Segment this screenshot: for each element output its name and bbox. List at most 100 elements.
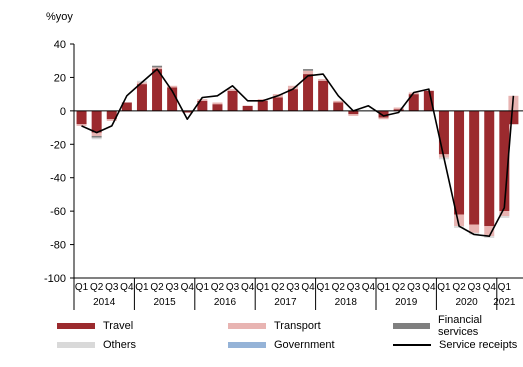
bar-transport bbox=[106, 119, 117, 121]
bar-travel bbox=[91, 110, 102, 133]
bar-travel bbox=[106, 110, 117, 120]
bar-travel bbox=[197, 100, 208, 111]
x-quarter-label: Q4 bbox=[422, 282, 436, 293]
bars bbox=[76, 65, 519, 238]
y-axis-label: %yoy bbox=[46, 11, 73, 23]
legend-item-financial-services: Financial services bbox=[393, 314, 523, 338]
bar-others bbox=[499, 216, 510, 218]
y-tick-label: -100 bbox=[44, 273, 66, 285]
bar-travel bbox=[438, 110, 449, 155]
bar-transport bbox=[91, 132, 102, 136]
y-tick-label: -60 bbox=[50, 206, 66, 218]
legend-swatch-financial-services bbox=[393, 323, 430, 329]
y-tick-labels: 40 20 0 -20 -40 -60 -80 -100 bbox=[44, 39, 66, 285]
x-quarter-label: Q1 bbox=[316, 282, 330, 293]
bar-transport bbox=[393, 107, 404, 110]
x-quarter-label: Q1 bbox=[377, 282, 391, 293]
y-tick-label: -20 bbox=[50, 139, 66, 151]
x-quarter-label: Q1 bbox=[498, 282, 512, 293]
x-year-label: 2017 bbox=[274, 297, 297, 308]
x-quarter-label: Q2 bbox=[392, 282, 406, 293]
legend-swatch-others bbox=[57, 342, 95, 348]
x-quarter-label: Q1 bbox=[437, 282, 451, 293]
x-quarter-label: Q1 bbox=[196, 282, 210, 293]
bar-transport bbox=[152, 67, 163, 70]
legend-label-government: Government bbox=[274, 339, 335, 351]
bar-travel bbox=[333, 102, 344, 111]
x-quarter-label: Q4 bbox=[241, 282, 255, 293]
bar-transport bbox=[212, 102, 223, 105]
legend: Travel Transport Financial services Othe… bbox=[0, 314, 523, 360]
bar-travel bbox=[508, 110, 519, 125]
bar-transport bbox=[454, 214, 465, 227]
bar-travel bbox=[408, 94, 419, 111]
bar-financial-services bbox=[152, 65, 163, 68]
bar-travel bbox=[212, 104, 223, 111]
x-quarter-label: Q3 bbox=[407, 282, 421, 293]
bar-travel bbox=[152, 69, 163, 111]
legend-swatch-service-receipts bbox=[393, 344, 431, 346]
x-quarter-label: Q2 bbox=[211, 282, 225, 293]
bar-travel bbox=[257, 100, 268, 111]
x-year-label: 2015 bbox=[153, 297, 176, 308]
x-quarter-label: Q2 bbox=[271, 282, 285, 293]
bar-travel bbox=[303, 74, 314, 111]
bar-travel bbox=[242, 105, 253, 111]
bar-others bbox=[484, 236, 495, 238]
x-quarter-label: Q2 bbox=[332, 282, 346, 293]
bar-travel bbox=[454, 110, 465, 215]
x-quarter-label: Q2 bbox=[90, 282, 104, 293]
x-tick-labels: Q1 Q2 Q3 Q4 Q1 Q2 Q3 Q4 Q1 Q2 Q3 Q4 Q1 Q2 Q3 Q4 Q1 Q2 Q3 Q4… bbox=[73, 278, 516, 310]
x-quarter-label: Q1 bbox=[135, 282, 149, 293]
x-year-label: 2019 bbox=[395, 297, 418, 308]
x-quarter-label: Q3 bbox=[226, 282, 240, 293]
bar-transport bbox=[378, 117, 389, 120]
bar-travel bbox=[136, 84, 147, 111]
bar-travel bbox=[287, 89, 298, 111]
y-tick-label: -40 bbox=[50, 173, 66, 185]
x-year-label: 2020 bbox=[455, 297, 478, 308]
bar-transport bbox=[167, 85, 178, 88]
bar-travel bbox=[121, 102, 132, 111]
bar-transport bbox=[197, 99, 208, 101]
x-quarter-label: Q3 bbox=[286, 282, 300, 293]
bar-transport bbox=[469, 224, 480, 233]
x-quarter-label: Q3 bbox=[467, 282, 481, 293]
y-tick-label: 40 bbox=[54, 39, 66, 51]
service-receipts-line bbox=[81, 68, 515, 237]
bar-travel bbox=[499, 110, 510, 212]
y-tick-label: -80 bbox=[50, 240, 66, 252]
bar-travel bbox=[272, 97, 283, 111]
bar-financial-services bbox=[91, 135, 102, 138]
bar-transport bbox=[333, 100, 344, 103]
legend-item-transport: Transport bbox=[228, 318, 321, 334]
bar-travel bbox=[318, 80, 329, 111]
x-year-label: 2016 bbox=[214, 297, 237, 308]
legend-item-government: Government bbox=[228, 337, 335, 353]
bar-transport bbox=[287, 85, 298, 90]
bar-travel bbox=[423, 90, 434, 111]
legend-label-travel: Travel bbox=[103, 320, 134, 332]
bar-transport bbox=[484, 226, 495, 237]
bar-transport bbox=[76, 124, 87, 126]
bar-financial-services bbox=[303, 69, 314, 71]
bar-transport bbox=[318, 79, 329, 81]
x-year-label: 2018 bbox=[335, 297, 358, 308]
legend-label-financial-services: Financial services bbox=[437, 314, 482, 338]
x-quarter-label: Q4 bbox=[483, 282, 497, 293]
legend-item-travel: Travel bbox=[57, 318, 133, 334]
bar-travel bbox=[182, 110, 193, 113]
x-quarter-label: Q3 bbox=[347, 282, 361, 293]
x-quarter-label: Q4 bbox=[362, 282, 376, 293]
bar-travel bbox=[469, 110, 480, 225]
legend-label-service-receipts: Service receipts bbox=[439, 339, 518, 351]
bar-travel bbox=[393, 109, 404, 111]
x-year-label: 2021 bbox=[493, 297, 516, 308]
x-quarter-label: Q1 bbox=[75, 282, 89, 293]
legend-item-service-receipts: Service receipts bbox=[393, 337, 517, 353]
x-quarter-label: Q4 bbox=[181, 282, 195, 293]
bar-travel bbox=[167, 87, 178, 111]
bar-others bbox=[91, 137, 102, 140]
x-quarter-label: Q3 bbox=[165, 282, 179, 293]
